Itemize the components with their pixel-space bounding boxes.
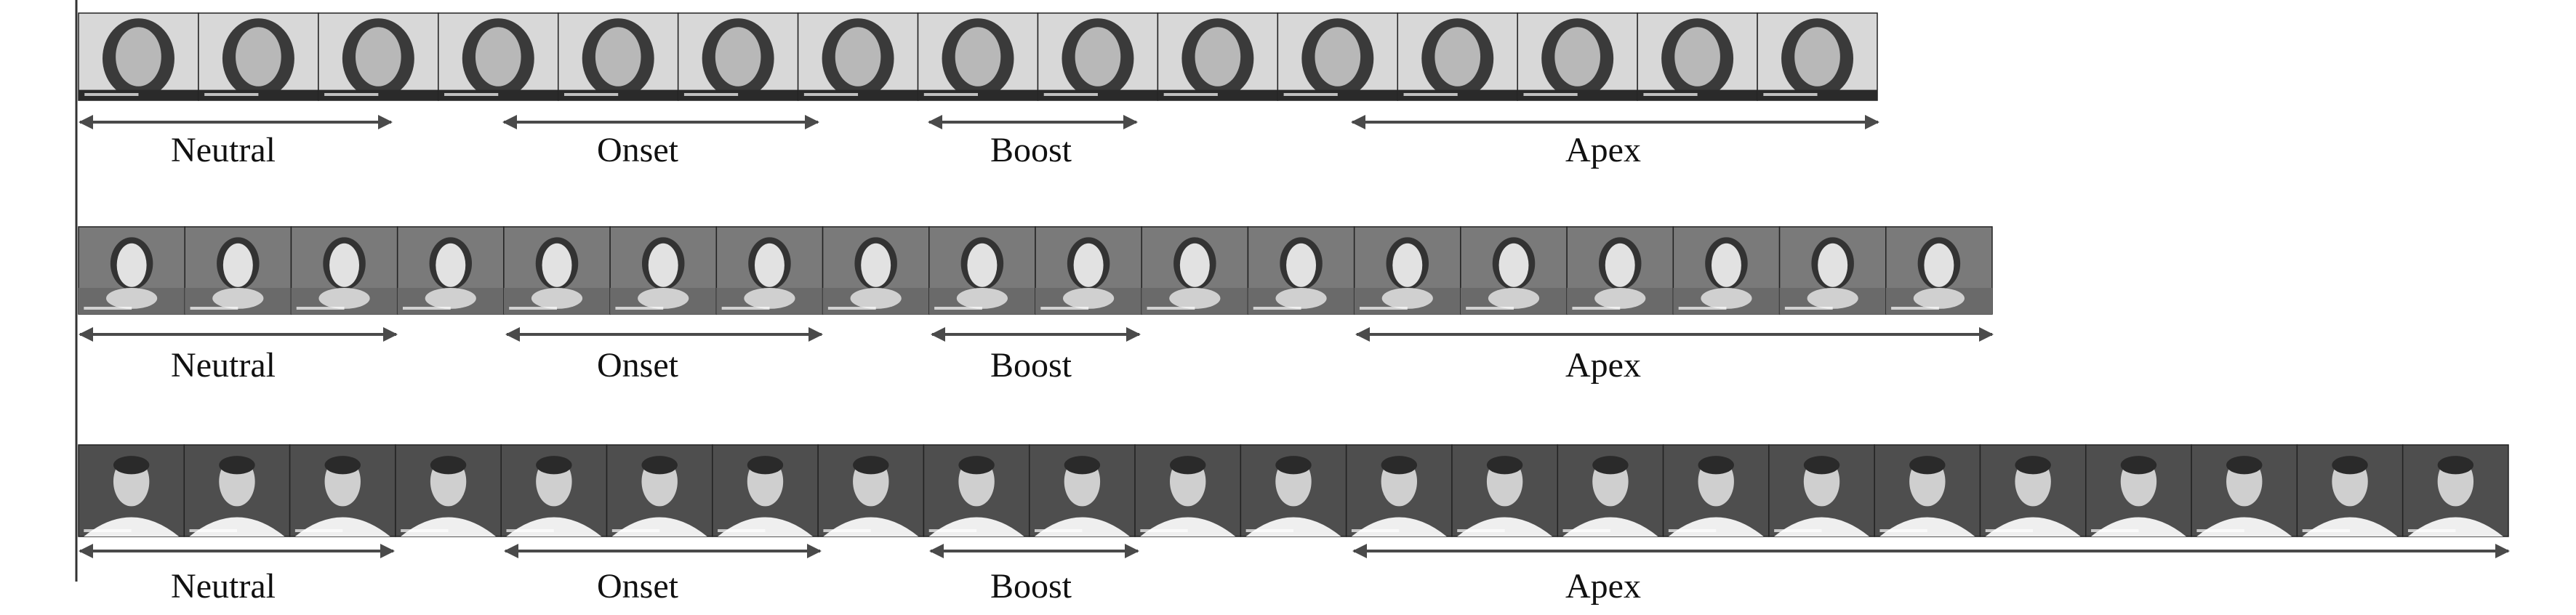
face-frame [2296, 444, 2404, 537]
frame-strip [78, 12, 1878, 101]
face-frame [183, 444, 291, 537]
face-frame [797, 12, 919, 101]
face-frame [1768, 444, 1875, 537]
phase-label-onset: Onset [597, 567, 679, 606]
face-frame [677, 12, 799, 101]
face-frame [606, 444, 713, 537]
phase-label-apex: Apex [1565, 567, 1641, 606]
phase-label-boost: Boost [990, 567, 1072, 606]
face-frame [1460, 226, 1568, 315]
face-frame [2402, 444, 2509, 537]
face-frame [289, 444, 396, 537]
face-frame [1979, 444, 2087, 537]
face-frame [609, 226, 718, 315]
face-frame [318, 12, 439, 101]
phase-label-boost: Boost [990, 131, 1072, 169]
face-frame [1517, 12, 1638, 101]
row-1: Neutral Onset Boost Apex [78, 12, 1879, 169]
face-frame [396, 226, 505, 315]
face-frame [712, 444, 819, 537]
face-frame [1885, 226, 1993, 315]
face-frame [1557, 444, 1664, 537]
face-frame [1672, 226, 1781, 315]
face-frame [1662, 444, 1770, 537]
face-frame [2191, 444, 2298, 537]
face-frame [1451, 444, 1559, 537]
face-frame [78, 226, 185, 315]
phase-label-apex: Apex [1565, 131, 1641, 169]
face-frame [1353, 226, 1461, 315]
face-frame [1028, 444, 1136, 537]
phase-label-onset: Onset [597, 131, 679, 169]
face-frame [1134, 444, 1242, 537]
face-frame [557, 12, 679, 101]
face-frame [1157, 12, 1279, 101]
frame-strip [78, 226, 1993, 315]
face-frame [198, 12, 319, 101]
face-frame [822, 226, 930, 315]
face-frame [1035, 226, 1142, 315]
face-frame [715, 226, 824, 315]
row-2: Neutral Onset Boost Apex [78, 226, 1994, 385]
face-frame [395, 444, 502, 537]
phase-label-neutral: Neutral [171, 567, 276, 606]
face-frame [78, 444, 185, 537]
face-frame [1778, 226, 1887, 315]
face-frame [78, 12, 199, 101]
face-frame [923, 444, 1030, 537]
face-frame [290, 226, 398, 315]
face-frame [917, 12, 1039, 101]
face-frame [928, 226, 1036, 315]
row-3: Neutral Onset Boost Apex [78, 444, 2510, 606]
face-frame [1757, 12, 1878, 101]
face-frame [1345, 444, 1453, 537]
face-frame [1240, 444, 1347, 537]
face-frame [438, 12, 559, 101]
face-frame [817, 444, 925, 537]
face-frame [1637, 12, 1758, 101]
face-frame [1037, 12, 1159, 101]
face-frame [1277, 12, 1399, 101]
face-frame [1566, 226, 1674, 315]
face-frame [1874, 444, 1981, 537]
face-frame [503, 226, 611, 315]
phase-label-apex: Apex [1565, 346, 1641, 385]
face-frame [184, 226, 292, 315]
phase-label-onset: Onset [597, 346, 679, 385]
face-frame [500, 444, 608, 537]
phase-label-neutral: Neutral [171, 131, 276, 169]
face-frame [1247, 226, 1355, 315]
face-frame [1141, 226, 1249, 315]
face-frame [2085, 444, 2192, 537]
phase-label-boost: Boost [990, 346, 1072, 385]
phase-label-neutral: Neutral [171, 346, 276, 385]
frame-strip [78, 444, 2509, 537]
face-frame [1397, 12, 1518, 101]
